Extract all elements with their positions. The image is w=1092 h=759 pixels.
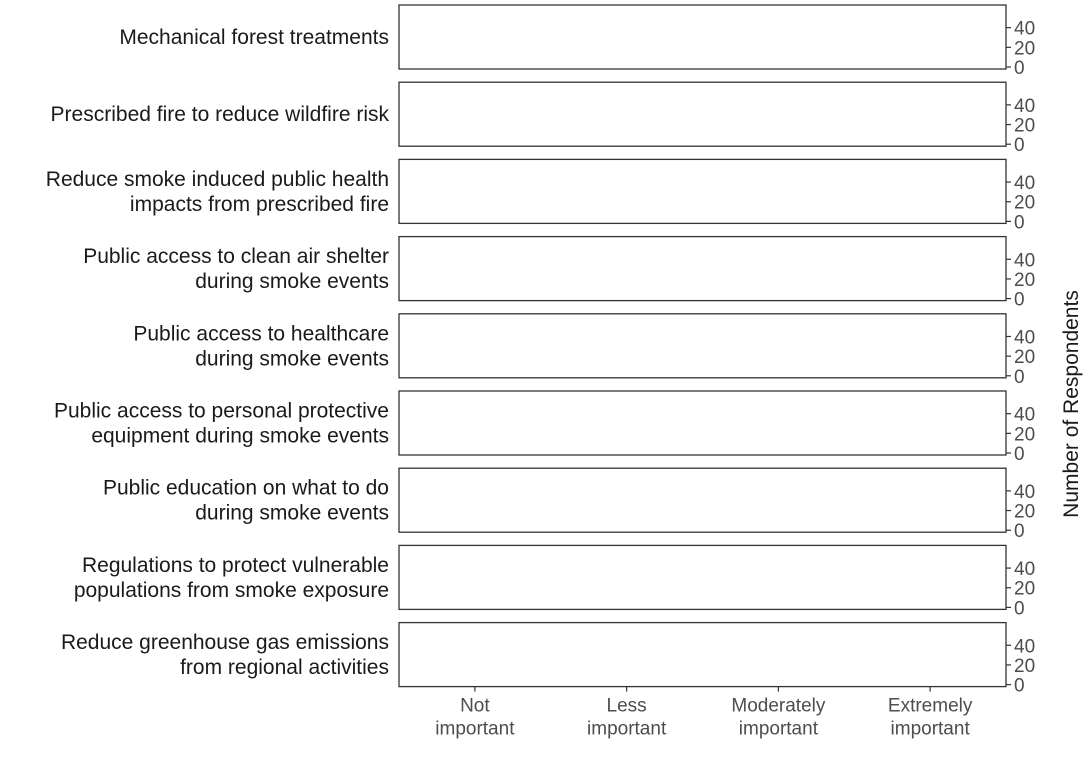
y-axis-title: Number of Respondents <box>1060 290 1083 518</box>
facet-label: Public education on what to do during smo… <box>103 477 389 525</box>
x-tick-label: Less important <box>587 696 667 740</box>
y-tick-label: 0 <box>1014 444 1025 465</box>
facet-label: Reduce greenhouse gas emissions from regi… <box>61 631 389 679</box>
facet-label: Reduce smoke induced public health impact… <box>46 168 389 216</box>
facet-label: Mechanical forest treatments <box>119 26 389 49</box>
y-tick-label: 0 <box>1014 212 1025 233</box>
panel-border <box>398 390 1007 456</box>
y-tick-label: 0 <box>1014 367 1025 388</box>
y-tick-label: 40 <box>1014 405 1035 426</box>
y-tick-label: 20 <box>1014 579 1035 600</box>
y-tick-label: 20 <box>1014 424 1035 445</box>
y-tick-label: 40 <box>1014 173 1035 194</box>
x-axis: Not important Less important Moderately impor… <box>435 686 973 740</box>
panel-border <box>398 235 1007 302</box>
y-tick-label: 40 <box>1014 327 1035 348</box>
x-tick-label: Extremely important <box>888 696 973 740</box>
panel-border <box>398 544 1007 611</box>
y-tick-label: 40 <box>1014 636 1035 657</box>
y-tick-label: 40 <box>1014 250 1035 271</box>
x-tick-label: Not important <box>435 696 515 740</box>
panel-border <box>398 158 1007 225</box>
y-tick-label: 20 <box>1014 347 1035 368</box>
panel-border <box>398 81 1007 147</box>
y-tick-label: 20 <box>1014 193 1035 214</box>
y-tick-label: 20 <box>1014 116 1035 137</box>
y-tick-label: 20 <box>1014 656 1035 677</box>
y-tick-label: 20 <box>1014 270 1035 291</box>
facet-label: Prescribed fire to reduce wildfire risk <box>51 103 390 126</box>
y-tick-label: 20 <box>1014 38 1035 59</box>
y-tick-label: 0 <box>1014 598 1025 619</box>
facet-label: Regulations to protect vulnerable populat… <box>74 554 389 602</box>
y-tick-label: 0 <box>1014 58 1025 79</box>
y-tick-label: 0 <box>1014 676 1025 697</box>
panel-border <box>398 4 1007 70</box>
panel-border <box>398 621 1007 688</box>
y-tick-label: 20 <box>1014 502 1035 523</box>
y-tick-label: 40 <box>1014 559 1035 580</box>
y-tick-label: 0 <box>1014 135 1025 156</box>
y-tick-label: 40 <box>1014 482 1035 503</box>
facet-label: Public access to healthcare during smoke … <box>133 322 389 370</box>
y-tick-label: 40 <box>1014 19 1035 40</box>
y-tick-label: 40 <box>1014 96 1035 117</box>
y-tick-label: 0 <box>1014 521 1025 542</box>
panel-border <box>398 313 1007 379</box>
panel-border <box>398 467 1007 533</box>
x-tick-label: Moderately important <box>731 696 825 740</box>
facet-label: Public access to clean air shelter during… <box>83 245 389 293</box>
y-tick-label: 0 <box>1014 290 1025 311</box>
facet-label: Public access to personal protective equi… <box>54 400 389 448</box>
